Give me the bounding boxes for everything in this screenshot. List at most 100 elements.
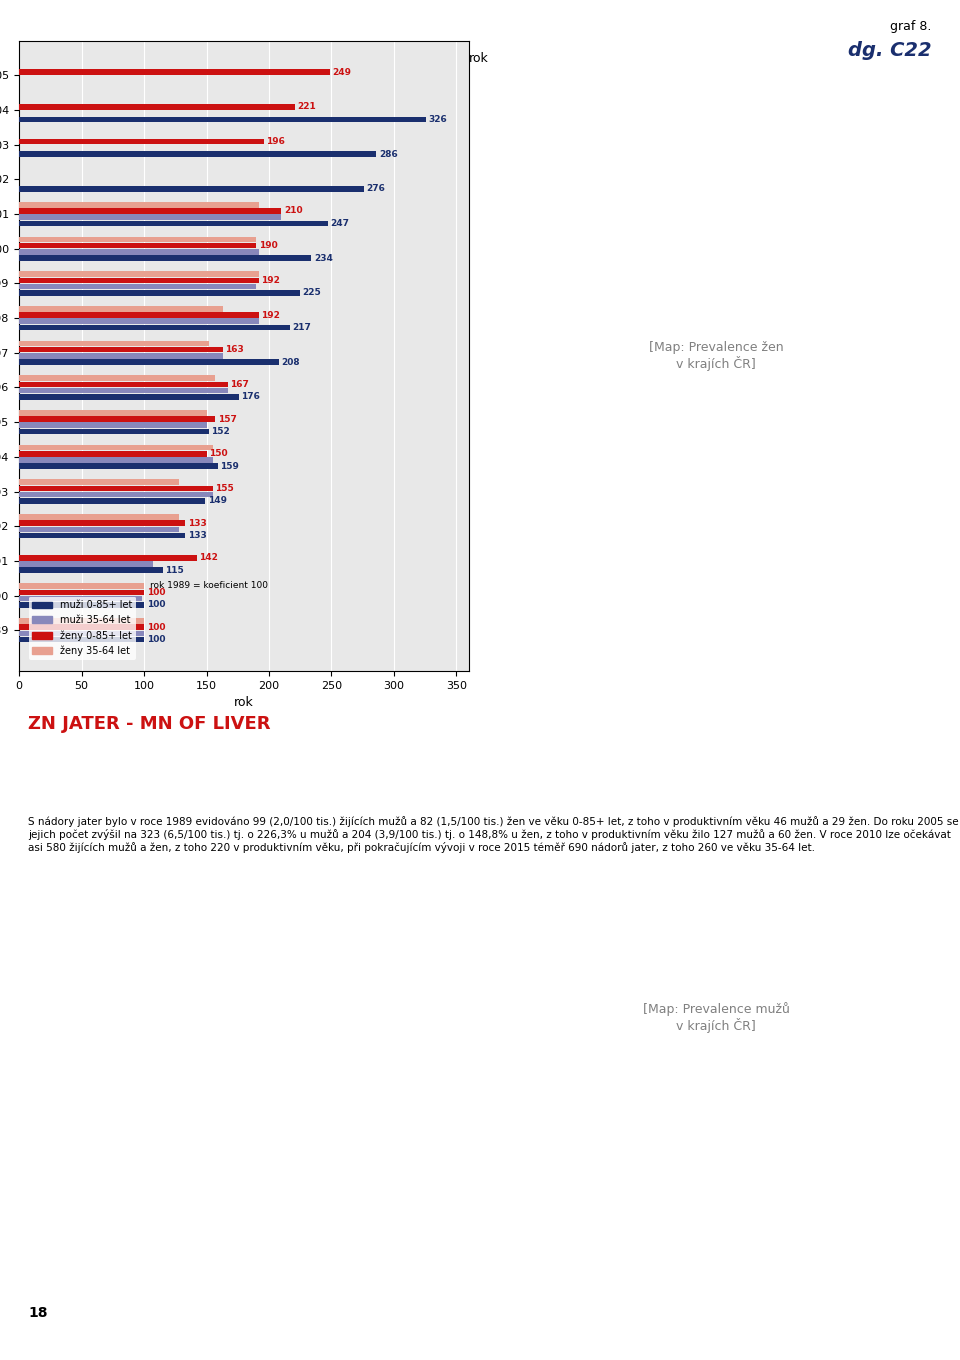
X-axis label: rok: rok bbox=[234, 696, 253, 710]
Bar bbox=[19, 139, 264, 144]
Bar bbox=[19, 105, 295, 110]
Text: 163: 163 bbox=[226, 345, 244, 354]
Text: 225: 225 bbox=[302, 288, 322, 298]
Bar bbox=[19, 313, 259, 318]
Text: 18: 18 bbox=[28, 1306, 48, 1321]
Text: 249: 249 bbox=[333, 68, 351, 76]
Bar bbox=[19, 602, 144, 608]
Text: 167: 167 bbox=[230, 379, 249, 389]
Bar bbox=[19, 409, 206, 416]
Bar bbox=[19, 325, 290, 330]
Bar bbox=[19, 445, 213, 450]
Bar bbox=[19, 215, 281, 220]
Bar bbox=[19, 243, 256, 249]
Bar bbox=[19, 526, 180, 532]
Bar bbox=[19, 590, 144, 596]
Text: 149: 149 bbox=[207, 496, 227, 506]
Text: 133: 133 bbox=[188, 530, 206, 540]
Text: 247: 247 bbox=[330, 219, 349, 228]
Text: 100: 100 bbox=[147, 600, 165, 609]
Text: 286: 286 bbox=[379, 150, 397, 159]
Text: S nádory jater bylo v roce 1989 evidováno 99 (2,0/100 tis.) žijících mužů a 82 (: S nádory jater bylo v roce 1989 evidován… bbox=[28, 816, 959, 853]
Text: 217: 217 bbox=[293, 322, 312, 332]
Bar bbox=[19, 290, 300, 295]
Bar bbox=[19, 388, 228, 393]
Bar bbox=[19, 555, 197, 560]
Bar bbox=[19, 347, 223, 352]
Bar bbox=[19, 583, 144, 589]
Text: 192: 192 bbox=[261, 310, 280, 320]
Bar bbox=[19, 486, 213, 491]
Bar bbox=[19, 354, 223, 359]
Bar bbox=[19, 416, 215, 422]
Text: 234: 234 bbox=[314, 253, 333, 262]
Text: [Map: Prevalence mužů
v krajích ČR]: [Map: Prevalence mužů v krajích ČR] bbox=[642, 1002, 789, 1034]
Text: 100: 100 bbox=[147, 635, 165, 645]
Bar bbox=[19, 271, 259, 277]
Bar bbox=[19, 208, 281, 214]
Text: 115: 115 bbox=[165, 566, 184, 575]
Text: 190: 190 bbox=[259, 241, 277, 250]
Bar bbox=[19, 382, 228, 388]
Bar bbox=[19, 186, 364, 192]
Bar bbox=[19, 394, 239, 400]
Bar bbox=[19, 318, 259, 324]
Bar bbox=[19, 492, 213, 498]
Bar bbox=[19, 375, 215, 381]
Legend: muži 0-85+ let, muži 35-64 let, ženy 0-85+ let, ženy 35-64 let: muži 0-85+ let, muži 35-64 let, ženy 0-8… bbox=[29, 597, 136, 660]
Text: 157: 157 bbox=[218, 415, 236, 423]
Bar bbox=[19, 464, 218, 469]
Bar bbox=[19, 359, 279, 364]
Text: 210: 210 bbox=[284, 207, 302, 215]
Text: 196: 196 bbox=[267, 137, 285, 146]
Bar bbox=[19, 498, 205, 503]
Text: 100: 100 bbox=[147, 623, 165, 631]
Bar bbox=[19, 596, 141, 601]
Bar bbox=[19, 533, 185, 539]
Bar bbox=[19, 617, 144, 624]
Bar bbox=[19, 237, 256, 242]
Text: 208: 208 bbox=[281, 358, 300, 367]
Text: 152: 152 bbox=[211, 427, 230, 437]
Bar bbox=[19, 567, 163, 573]
Bar bbox=[19, 306, 223, 311]
Text: 142: 142 bbox=[199, 554, 218, 562]
Text: 150: 150 bbox=[209, 449, 228, 458]
Text: 100: 100 bbox=[147, 588, 165, 597]
Text: 155: 155 bbox=[215, 484, 234, 492]
Text: 221: 221 bbox=[298, 102, 317, 112]
Bar bbox=[19, 256, 311, 261]
Bar bbox=[19, 562, 153, 567]
Bar bbox=[19, 624, 144, 630]
Text: rok 1989 = koeficient 100: rok 1989 = koeficient 100 bbox=[151, 581, 269, 590]
Text: [Map: Prevalence žen
v krajích ČR]: [Map: Prevalence žen v krajích ČR] bbox=[649, 341, 783, 371]
Text: 159: 159 bbox=[220, 461, 239, 471]
Text: 133: 133 bbox=[188, 518, 206, 528]
Text: rok: rok bbox=[468, 52, 489, 64]
Bar bbox=[19, 636, 144, 642]
Text: ZN JATER - MN OF LIVER: ZN JATER - MN OF LIVER bbox=[28, 715, 271, 733]
Bar bbox=[19, 69, 330, 75]
Text: 326: 326 bbox=[429, 114, 447, 124]
Bar bbox=[19, 457, 213, 462]
Text: 176: 176 bbox=[242, 392, 260, 401]
Bar bbox=[19, 521, 185, 526]
Text: graf 8.: graf 8. bbox=[890, 20, 931, 34]
Text: 276: 276 bbox=[367, 184, 385, 193]
Bar bbox=[19, 340, 209, 347]
Bar bbox=[19, 423, 206, 428]
Bar bbox=[19, 514, 180, 520]
Bar bbox=[19, 479, 180, 486]
Bar bbox=[19, 631, 144, 636]
Bar bbox=[19, 277, 259, 283]
Text: dg. C22: dg. C22 bbox=[848, 41, 931, 60]
Bar bbox=[19, 220, 327, 226]
Bar bbox=[19, 151, 376, 156]
Bar bbox=[19, 452, 206, 457]
Bar bbox=[19, 284, 256, 290]
Bar bbox=[19, 117, 426, 122]
Bar bbox=[19, 201, 259, 208]
Text: 192: 192 bbox=[261, 276, 280, 284]
Bar bbox=[19, 428, 209, 434]
Bar bbox=[19, 249, 259, 254]
